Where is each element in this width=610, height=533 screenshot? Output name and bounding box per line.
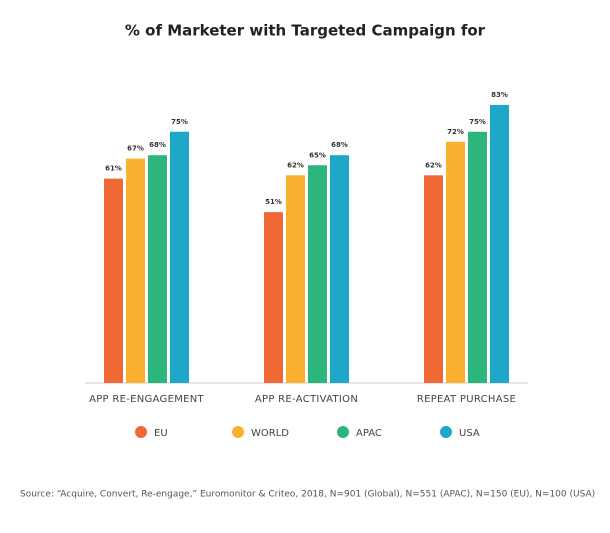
legend-label: USA xyxy=(459,428,480,439)
bar xyxy=(490,104,509,383)
value-label: 67% xyxy=(127,145,144,153)
chart-title: % of Marketer with Targeted Campaign for xyxy=(125,22,486,40)
value-label: 68% xyxy=(331,141,348,149)
x-tick-label: APP RE-ENGAGEMENT xyxy=(89,394,204,405)
bar xyxy=(170,131,189,383)
value-label: 62% xyxy=(287,161,304,169)
bar xyxy=(330,155,349,383)
legend-label: EU xyxy=(154,428,168,439)
value-label: 72% xyxy=(447,128,464,136)
value-label: 75% xyxy=(171,118,188,126)
bar xyxy=(468,131,487,383)
bar xyxy=(126,158,145,383)
x-tick-label: REPEAT PURCHASE xyxy=(417,394,516,405)
bar xyxy=(104,178,123,383)
value-label: 65% xyxy=(309,151,326,159)
legend-marker xyxy=(135,426,147,438)
x-tick-label: APP RE-ACTIVATION xyxy=(255,394,358,405)
legend-label: WORLD xyxy=(251,428,289,439)
bar xyxy=(446,141,465,383)
value-label: 75% xyxy=(469,118,486,126)
value-label: 83% xyxy=(491,91,508,99)
value-label: 62% xyxy=(425,161,442,169)
value-label: 61% xyxy=(105,165,122,173)
value-label: 68% xyxy=(149,141,166,149)
value-label: 51% xyxy=(265,198,282,206)
legend-marker xyxy=(337,426,349,438)
bar xyxy=(286,175,305,383)
legend-marker xyxy=(232,426,244,438)
legend-label: APAC xyxy=(356,428,382,439)
legend-marker xyxy=(440,426,452,438)
bar xyxy=(424,175,443,383)
bar xyxy=(264,212,283,383)
source-note: Source: “Acquire, Convert, Re-engage,” E… xyxy=(20,490,595,500)
bar xyxy=(148,155,167,383)
bar xyxy=(308,165,327,383)
